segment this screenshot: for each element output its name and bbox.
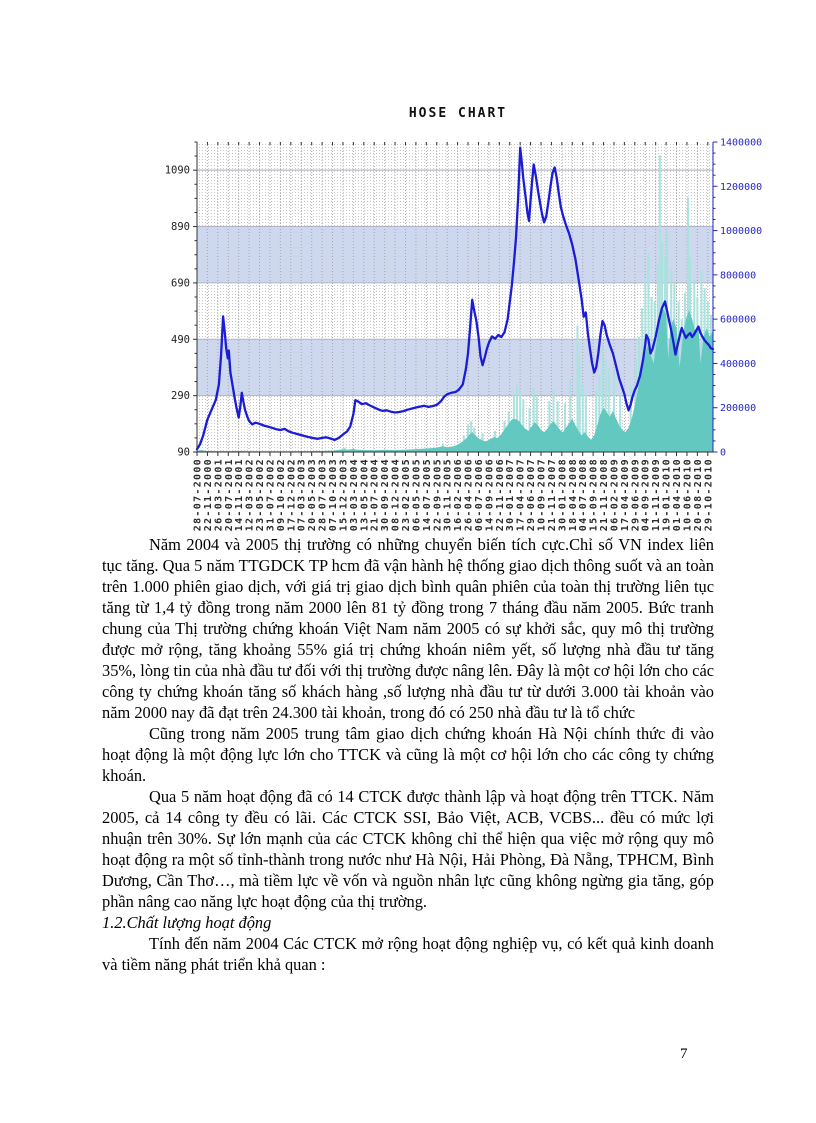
svg-text:15-09-2008: 15-09-2008 (589, 458, 600, 531)
svg-text:14-09-2006: 14-09-2006 (484, 458, 495, 531)
svg-text:30-09-2004: 30-09-2004 (380, 458, 391, 531)
svg-text:26-04-2006: 26-04-2006 (464, 458, 475, 531)
svg-text:01-04-2010: 01-04-2010 (672, 458, 683, 531)
svg-text:600000: 600000 (720, 315, 756, 326)
svg-text:21-11-2008: 21-11-2008 (599, 458, 610, 531)
chart-canvas: 90 290 490 690 890 1090 0 200000 400000 600000 800… (165, 138, 762, 532)
section-heading: 1.2.Chất lượng hoạt động (102, 913, 272, 932)
svg-text:20-08-2010: 20-08-2010 (693, 458, 704, 531)
svg-text:12-03-2002: 12-03-2002 (245, 458, 256, 531)
svg-text:1090: 1090 (165, 165, 190, 177)
svg-text:14-11-2001: 14-11-2001 (234, 458, 245, 531)
svg-text:17-04-2007: 17-04-2007 (516, 458, 527, 531)
svg-text:30-11-2005: 30-11-2005 (443, 458, 454, 531)
svg-text:10-06-2010: 10-06-2010 (682, 458, 693, 531)
svg-text:690: 690 (171, 277, 190, 289)
svg-text:20-05-2003: 20-05-2003 (307, 458, 318, 531)
paragraph: Tính đến năm 2004 Các CTCK mở rộng hoạt … (102, 934, 714, 974)
svg-text:06-07-2006: 06-07-2006 (474, 458, 485, 531)
svg-text:1000000: 1000000 (720, 226, 762, 237)
svg-text:490: 490 (171, 334, 190, 346)
svg-text:1400000: 1400000 (720, 138, 762, 149)
svg-text:800000: 800000 (720, 270, 756, 281)
svg-text:17-04-2009: 17-04-2009 (620, 458, 631, 531)
body-text: Năm 2004 và 2005 thị trường có những chu… (102, 534, 714, 975)
svg-text:26-03-2001: 26-03-2001 (213, 458, 224, 531)
svg-text:400000: 400000 (720, 359, 756, 370)
svg-text:14-07-2005: 14-07-2005 (422, 458, 433, 531)
svg-text:31-07-2002: 31-07-2002 (266, 458, 277, 531)
svg-text:18-04-2008: 18-04-2008 (568, 458, 579, 531)
svg-text:16-02-2006: 16-02-2006 (453, 458, 464, 531)
svg-text:1200000: 1200000 (720, 182, 762, 193)
svg-text:15-12-2003: 15-12-2003 (338, 458, 349, 531)
svg-text:23-05-2002: 23-05-2002 (255, 458, 266, 531)
paragraph: Năm 2004 và 2005 thị trường có những chu… (102, 535, 714, 722)
svg-text:890: 890 (171, 221, 190, 233)
svg-text:03-03-2004: 03-03-2004 (349, 458, 360, 531)
svg-text:07-10-2003: 07-10-2003 (328, 458, 339, 531)
svg-text:11-11-2009: 11-11-2009 (651, 458, 662, 531)
svg-text:290: 290 (171, 390, 190, 402)
svg-text:22-11-2000: 22-11-2000 (203, 458, 214, 531)
paragraph: Qua 5 năm hoạt động đã có 14 CTCK được t… (102, 787, 714, 911)
svg-text:30-01-2008: 30-01-2008 (557, 458, 568, 531)
svg-text:06-02-2009: 06-02-2009 (610, 458, 621, 531)
svg-text:29-06-2009: 29-06-2009 (630, 458, 641, 531)
svg-text:09-10-2002: 09-10-2002 (276, 458, 287, 531)
svg-text:28-07-2000: 28-07-2000 (193, 458, 204, 531)
page-number: 7 (680, 1046, 688, 1062)
svg-text:22-11-2006: 22-11-2006 (495, 458, 506, 531)
svg-text:200000: 200000 (720, 403, 756, 414)
svg-text:08-12-2004: 08-12-2004 (391, 458, 402, 531)
hose-chart: HOSE CHART 90 290 490 690 890 1090 0 200000 4000… (150, 100, 766, 540)
chart-title: HOSE CHART (408, 106, 508, 121)
svg-text:21-11-2007: 21-11-2007 (547, 458, 558, 531)
svg-text:04-09-2009: 04-09-2009 (641, 458, 652, 531)
svg-text:28-07-2003: 28-07-2003 (318, 458, 329, 531)
svg-text:04-07-2008: 04-07-2008 (578, 458, 589, 531)
svg-text:13-05-2004: 13-05-2004 (359, 458, 370, 531)
svg-text:29-10-2010: 29-10-2010 (703, 458, 714, 531)
svg-text:10-09-2007: 10-09-2007 (537, 458, 548, 531)
svg-text:17-12-2002: 17-12-2002 (286, 458, 297, 531)
svg-text:90: 90 (177, 447, 190, 459)
svg-text:20-07-2001: 20-07-2001 (224, 458, 235, 531)
svg-text:23-02-2005: 23-02-2005 (401, 458, 412, 531)
svg-text:06-05-2005: 06-05-2005 (411, 458, 422, 531)
svg-text:21-07-2004: 21-07-2004 (370, 458, 381, 531)
svg-text:29-06-2007: 29-06-2007 (526, 458, 537, 531)
svg-text:19-01-2010: 19-01-2010 (662, 458, 673, 531)
svg-text:22-09-2005: 22-09-2005 (432, 458, 443, 531)
paragraph: Cũng trong năm 2005 trung tâm giao dịch … (102, 724, 714, 785)
svg-text:0: 0 (720, 448, 726, 459)
svg-text:07-03-2003: 07-03-2003 (297, 458, 308, 531)
svg-text:30-01-2007: 30-01-2007 (505, 458, 516, 531)
